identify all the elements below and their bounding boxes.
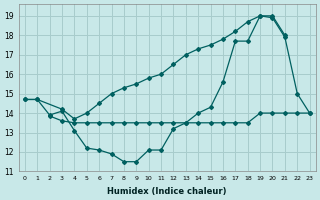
X-axis label: Humidex (Indice chaleur): Humidex (Indice chaleur)	[108, 187, 227, 196]
